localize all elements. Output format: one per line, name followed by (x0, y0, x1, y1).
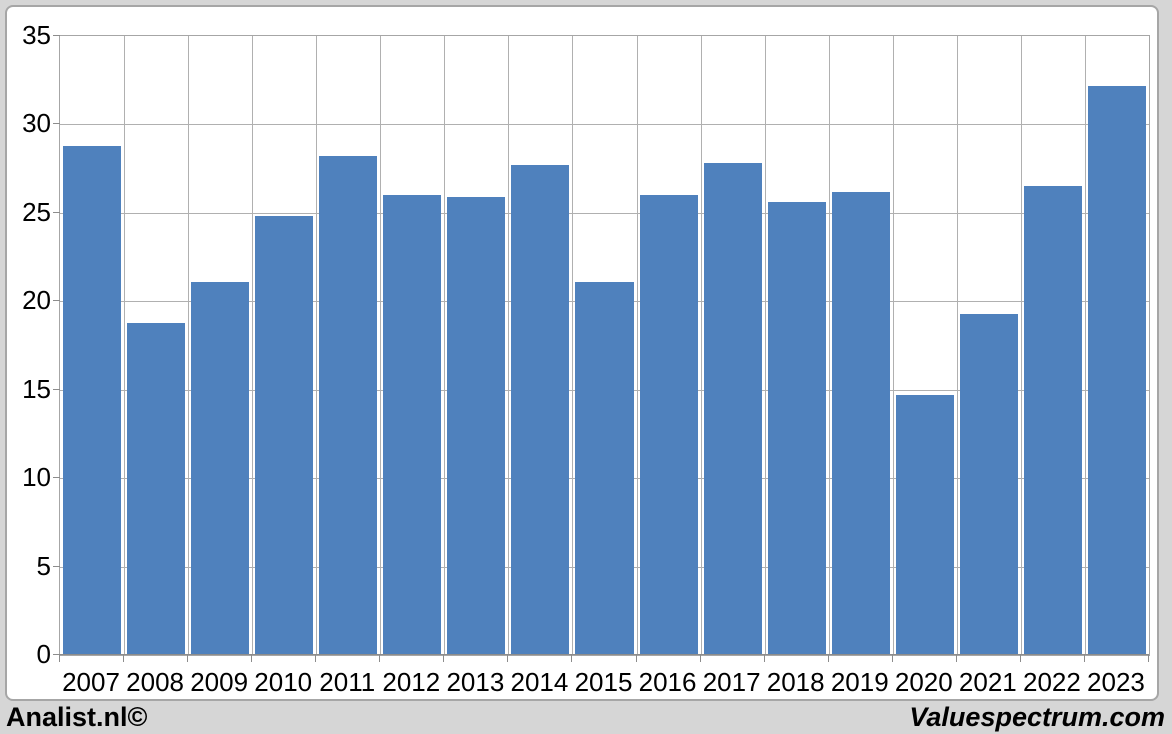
x-axis-tick (827, 655, 829, 662)
x-axis-label: 2013 (446, 667, 505, 697)
x-axis-tick (379, 655, 381, 662)
bar-2007 (63, 145, 122, 655)
bar-2014 (511, 165, 570, 655)
x-axis-tick (251, 655, 253, 662)
vertical-gridline (508, 36, 510, 655)
y-axis-tick (53, 388, 60, 390)
bar-2021 (959, 313, 1018, 655)
y-axis: 0 5 10 15 20 25 30 35 (7, 22, 51, 667)
x-axis-tick (315, 655, 317, 662)
bar-2019 (831, 191, 890, 655)
bar-2017 (703, 163, 762, 655)
y-axis-tick (53, 300, 60, 302)
x-axis-tick (891, 655, 893, 662)
bar-2013 (447, 196, 506, 655)
x-axis-label: 2012 (382, 667, 441, 697)
x-axis-tick (507, 655, 509, 662)
x-axis-label: 2020 (894, 667, 953, 697)
bar-2023 (1087, 85, 1146, 655)
y-axis-tick (53, 35, 60, 36)
y-axis-label: 5 (36, 550, 51, 581)
x-axis-tick (635, 655, 637, 662)
footer-brand-right: Valuespectrum.com (909, 702, 1165, 732)
x-axis-label: 2011 (319, 667, 376, 697)
y-axis-tick (53, 654, 60, 655)
plot-area (59, 35, 1150, 656)
bar-2018 (767, 202, 826, 655)
vertical-gridline (764, 36, 766, 655)
y-axis-tick (53, 477, 60, 479)
y-axis-tick (53, 565, 60, 567)
bar-2012 (383, 195, 442, 655)
vertical-gridline (956, 36, 958, 655)
y-axis-label: 15 (22, 373, 51, 404)
x-axis-tick (571, 655, 573, 662)
x-axis-ticks (59, 655, 1149, 663)
vertical-gridline (572, 36, 574, 655)
x-axis-tick (59, 655, 60, 662)
x-axis-label: 2007 (62, 667, 120, 697)
x-axis-label: 2009 (190, 667, 249, 697)
y-axis-label: 10 (22, 462, 51, 493)
x-axis-tick (955, 655, 957, 662)
x-axis-label: 2016 (638, 667, 697, 697)
y-axis-label: 25 (22, 196, 51, 227)
bar-2015 (575, 281, 634, 655)
y-axis-label: 20 (22, 285, 51, 316)
x-axis-label: 2015 (574, 667, 633, 697)
horizontal-gridline (60, 212, 1149, 214)
bar-2016 (639, 195, 698, 655)
y-axis-tick (53, 123, 60, 125)
bar-2010 (255, 216, 314, 655)
x-axis-label: 2019 (830, 667, 889, 697)
x-axis-label: 2022 (1022, 667, 1081, 697)
y-axis-label: 30 (22, 108, 51, 139)
y-axis-tick (53, 211, 60, 213)
bar-2022 (1023, 186, 1082, 655)
x-axis-label: 2010 (254, 667, 313, 697)
vertical-gridline (636, 36, 638, 655)
x-axis-line (60, 654, 1149, 655)
y-axis-label: 0 (36, 639, 51, 669)
x-axis-tick (187, 655, 189, 662)
bar-2009 (191, 281, 250, 655)
vertical-gridline (828, 36, 830, 655)
x-axis-label: 2017 (702, 667, 761, 697)
vertical-gridline (1084, 36, 1086, 655)
vertical-gridline (1020, 36, 1022, 655)
vertical-gridline (444, 36, 446, 655)
vertical-gridline (892, 36, 894, 655)
footer-brand-left: Analist.nl© (6, 702, 148, 732)
x-axis-label: 2021 (958, 667, 1017, 697)
vertical-gridline (124, 36, 126, 655)
x-axis-label: 2008 (126, 667, 184, 697)
x-axis-label: 2023 (1087, 667, 1145, 697)
x-axis-tick (699, 655, 701, 662)
vertical-gridline (380, 36, 382, 655)
bar-2008 (127, 322, 186, 655)
x-axis-label: 2018 (766, 667, 825, 697)
x-axis-tick (763, 655, 765, 662)
y-axis-label: 35 (22, 20, 51, 50)
x-axis: 2007 2008 2009 2010 2011 2012 2013 2014 2015 2016… (59, 668, 1148, 698)
vertical-gridline (316, 36, 318, 655)
bar-2020 (895, 395, 954, 655)
horizontal-gridline (60, 124, 1149, 126)
vertical-gridline (188, 36, 190, 655)
x-axis-tick (1083, 655, 1085, 662)
vertical-gridline (700, 36, 702, 655)
x-axis-tick (1019, 655, 1021, 662)
x-axis-tick (1148, 655, 1149, 662)
vertical-gridline (252, 36, 254, 655)
chart-container: 0 5 10 15 20 25 30 35 2007 2008 2009 2010 2011 2012 2… (5, 5, 1159, 701)
x-axis-tick (123, 655, 125, 662)
x-axis-tick (443, 655, 445, 662)
bar-2011 (319, 156, 378, 655)
x-axis-label: 2014 (510, 667, 569, 697)
